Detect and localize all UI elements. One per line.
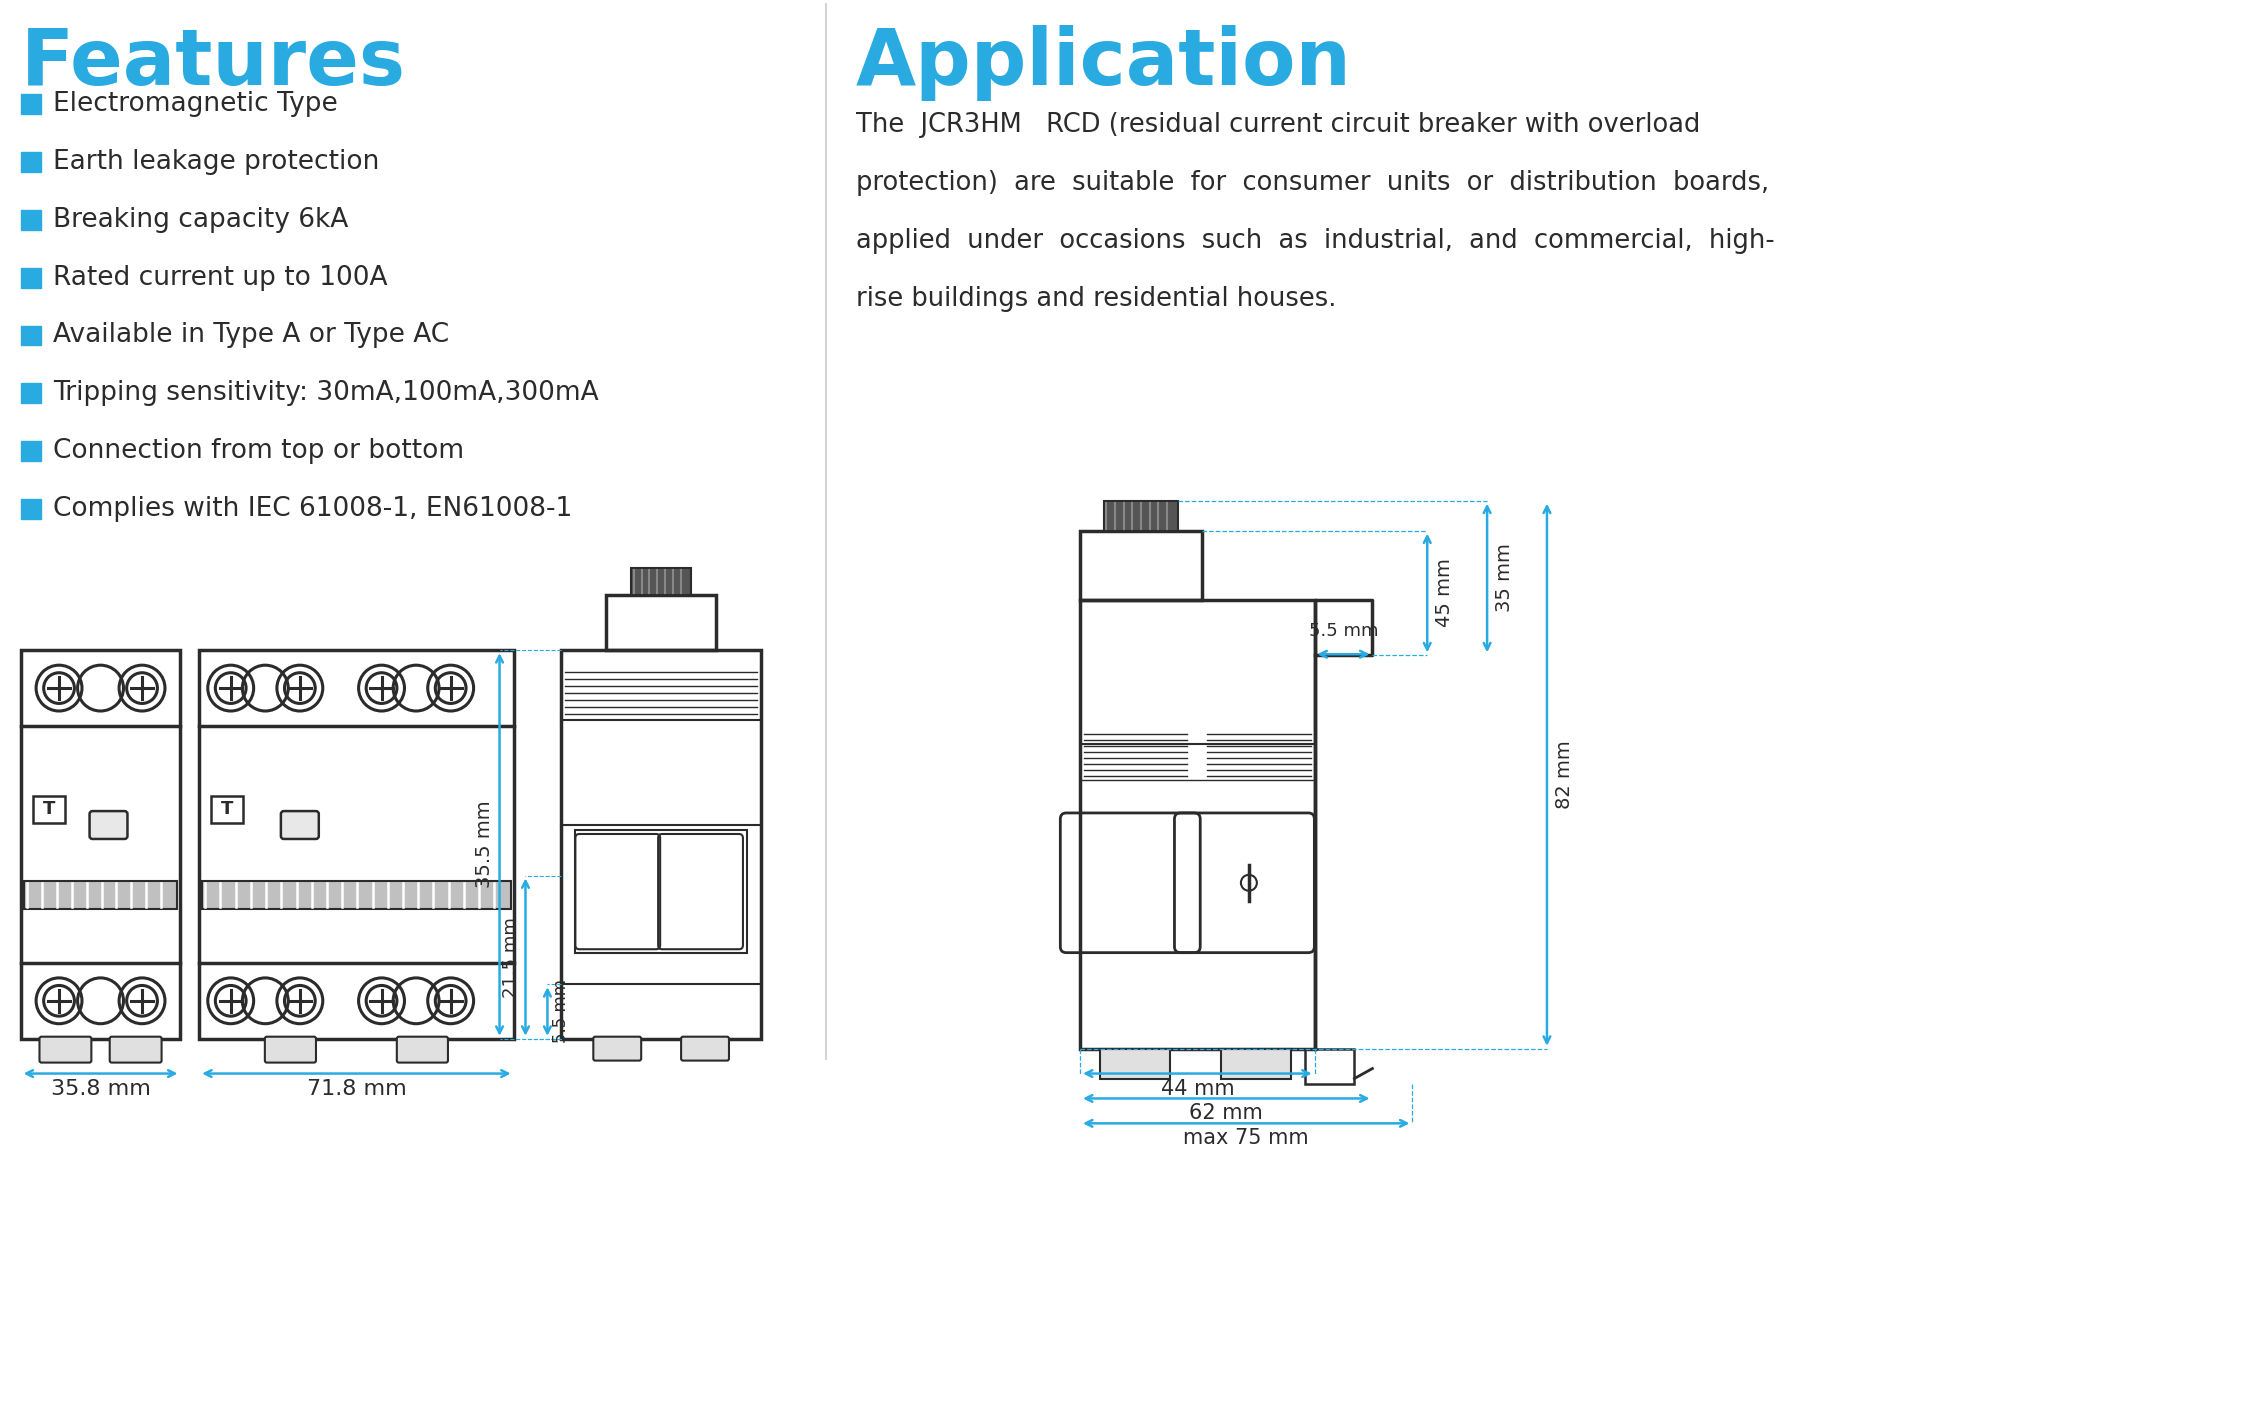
Text: Tripping sensitivity: 30mA,100mA,300mA: Tripping sensitivity: 30mA,100mA,300mA xyxy=(52,381,598,406)
Text: 35 mm: 35 mm xyxy=(1495,544,1515,612)
Text: Earth leakage protection: Earth leakage protection xyxy=(52,149,380,175)
Bar xyxy=(34,795,65,823)
FancyBboxPatch shape xyxy=(90,811,128,839)
FancyBboxPatch shape xyxy=(593,1036,641,1060)
Text: T: T xyxy=(220,801,234,818)
Bar xyxy=(1304,1049,1356,1083)
Text: 5.5 mm: 5.5 mm xyxy=(1308,622,1378,640)
Text: applied  under  occasions  such  as  industrial,  and  commercial,  high-: applied under occasions such as industri… xyxy=(856,228,1774,254)
FancyBboxPatch shape xyxy=(110,1036,162,1063)
Bar xyxy=(20,152,40,172)
Text: 71.8 mm: 71.8 mm xyxy=(306,1079,407,1098)
Text: 21.5 mm: 21.5 mm xyxy=(504,916,522,997)
Bar xyxy=(20,441,40,461)
Text: protection)  are  suitable  for  consumer  units  or  distribution  boards,: protection) are suitable for consumer un… xyxy=(856,171,1769,196)
Text: The  ​J​CR3HM   RCD (residual current circuit breaker with overload: The ​J​CR3HM RCD (residual current circu… xyxy=(856,113,1699,138)
Bar xyxy=(575,830,746,953)
Text: Application: Application xyxy=(856,25,1351,100)
Bar xyxy=(1079,601,1315,1049)
Bar xyxy=(20,94,40,114)
Text: 35.8 mm: 35.8 mm xyxy=(52,1079,151,1098)
Text: rise buildings and residential houses.: rise buildings and residential houses. xyxy=(856,286,1335,312)
Bar xyxy=(1079,530,1203,601)
Bar xyxy=(607,595,717,650)
Bar xyxy=(562,650,760,1039)
Bar xyxy=(211,795,243,823)
FancyBboxPatch shape xyxy=(265,1036,317,1063)
Bar xyxy=(20,384,40,403)
Text: Electromagnetic Type: Electromagnetic Type xyxy=(52,92,337,117)
Bar xyxy=(1104,501,1178,530)
Text: 45 mm: 45 mm xyxy=(1434,558,1454,627)
Text: Connection from top or bottom: Connection from top or bottom xyxy=(52,439,463,464)
Bar xyxy=(20,650,180,1039)
FancyBboxPatch shape xyxy=(40,1036,92,1063)
FancyBboxPatch shape xyxy=(281,811,319,839)
Bar xyxy=(202,881,510,909)
Bar xyxy=(20,499,40,519)
Bar xyxy=(20,268,40,288)
Bar xyxy=(632,568,692,595)
Text: 44 mm: 44 mm xyxy=(1160,1079,1234,1098)
Text: T: T xyxy=(43,801,54,818)
Bar xyxy=(20,210,40,230)
Bar xyxy=(20,326,40,345)
Text: 5.5 mm: 5.5 mm xyxy=(553,980,571,1043)
FancyBboxPatch shape xyxy=(398,1036,447,1063)
Text: Available in Type A or Type AC: Available in Type A or Type AC xyxy=(52,323,450,348)
Text: max 75 mm: max 75 mm xyxy=(1182,1128,1308,1148)
Bar xyxy=(200,650,513,1039)
Text: 82 mm: 82 mm xyxy=(1556,740,1574,809)
Bar xyxy=(1099,1049,1171,1079)
FancyBboxPatch shape xyxy=(681,1036,728,1060)
Text: Features: Features xyxy=(20,25,405,100)
Text: 62 mm: 62 mm xyxy=(1189,1104,1263,1124)
Bar xyxy=(1221,1049,1290,1079)
Bar xyxy=(25,881,178,909)
Text: 35.5 mm: 35.5 mm xyxy=(474,801,495,888)
Text: Rated current up to 100A: Rated current up to 100A xyxy=(52,265,387,290)
Text: Breaking capacity 6kA: Breaking capacity 6kA xyxy=(52,207,348,233)
Text: Complies with IEC 61008-1, EN61008-1: Complies with IEC 61008-1, EN61008-1 xyxy=(52,496,571,522)
